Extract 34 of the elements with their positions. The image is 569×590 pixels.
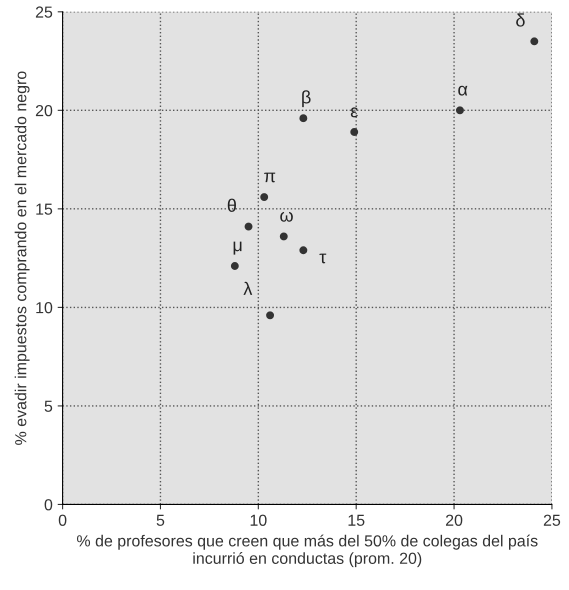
point xyxy=(280,232,288,240)
annotation: θ xyxy=(228,198,236,212)
point xyxy=(244,222,252,231)
y-tick-label: 5 xyxy=(44,400,52,412)
y-axis-title: % evadir impuestos comprando en el mercado negro xyxy=(14,71,30,445)
y-tick-label: 10 xyxy=(36,302,52,314)
y-tick-label: 25 xyxy=(36,6,52,18)
annotation: β xyxy=(302,90,311,108)
annotation: μ xyxy=(234,242,242,255)
x-tick-label: 5 xyxy=(156,514,164,526)
x-tick-label: 20 xyxy=(446,514,462,526)
y-tick-label: 20 xyxy=(36,104,52,116)
point xyxy=(456,106,464,114)
y-tick-label: 0 xyxy=(44,499,52,510)
y-tick-label: 15 xyxy=(36,204,52,215)
point xyxy=(299,246,308,254)
point xyxy=(530,37,538,46)
annotation: δ xyxy=(516,13,525,27)
annotation: τ xyxy=(319,254,326,264)
annotation: λ xyxy=(243,282,252,295)
x-tick-label: 0 xyxy=(58,514,66,526)
annotation: π xyxy=(264,172,276,182)
point xyxy=(299,114,308,122)
x-axis-title: % de profesores que creen que más del 50% de colegas del país incurrió en conductas (prom. 20) xyxy=(76,534,538,568)
x-tick-label: 10 xyxy=(250,514,267,526)
point xyxy=(260,193,268,201)
x-tick-label: 15 xyxy=(348,514,364,526)
annotation: α xyxy=(458,86,468,96)
point xyxy=(230,262,239,270)
annotation: ε xyxy=(350,107,358,118)
point xyxy=(350,128,358,136)
point xyxy=(266,311,274,320)
annotation: ω xyxy=(280,212,293,222)
x-tick-label: 25 xyxy=(544,514,560,526)
